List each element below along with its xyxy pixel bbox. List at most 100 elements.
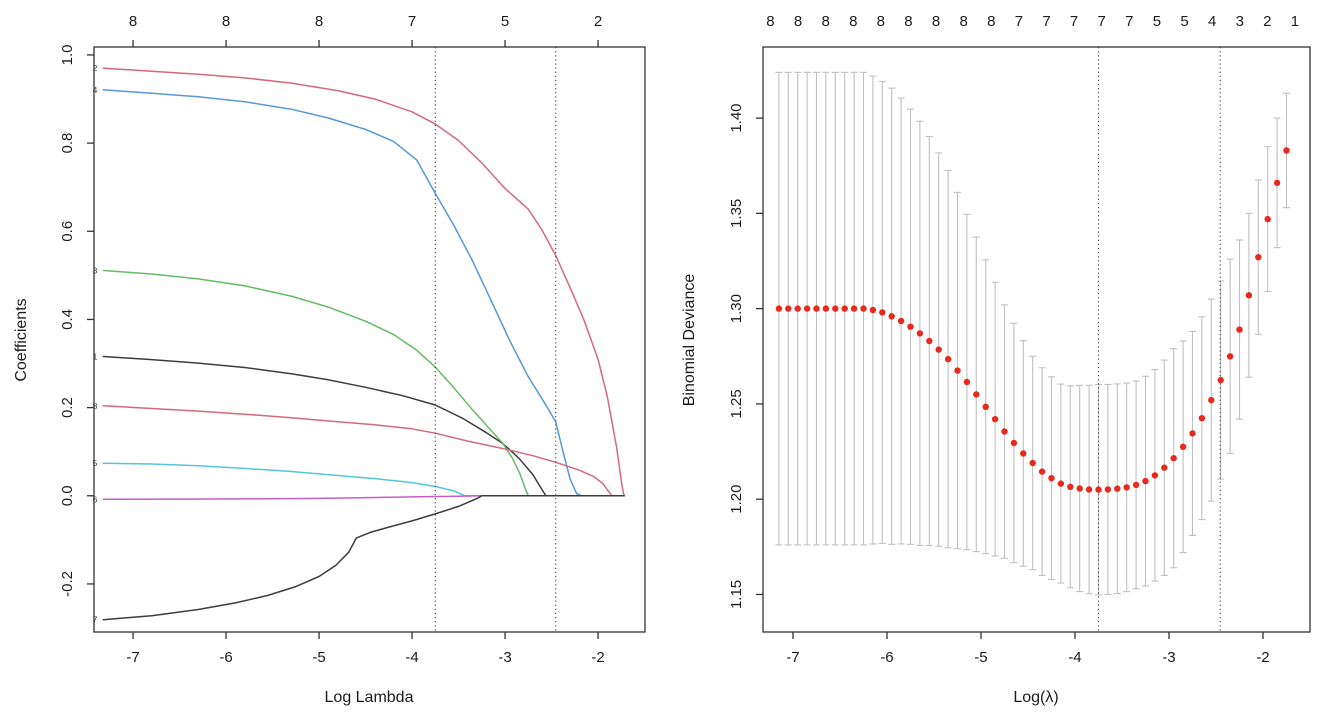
cv-point	[1104, 486, 1112, 493]
right-top-df-label: 8	[960, 13, 968, 30]
right-plot-border	[762, 46, 1311, 633]
cv-point	[1217, 376, 1224, 384]
right-x-tick-label: -4	[1068, 649, 1081, 666]
left-x-axis-title: Log Lambda	[325, 689, 414, 706]
right-y-tick-label: 1.20	[728, 485, 745, 514]
cv-point	[832, 305, 839, 312]
cv-deviance-plot: -7 -6 -5 -4 -3 -2 1.15 1.20 1.25 1.30 1.35 1.40 8 8 8 8…	[681, 13, 1311, 706]
cv-point	[1161, 464, 1168, 471]
right-top-df-label: 8	[904, 13, 912, 30]
right-top-df-label: 4	[1208, 13, 1216, 30]
cv-point	[1114, 485, 1121, 492]
cv-point	[1095, 486, 1102, 493]
coef-path-curve-7	[102, 495, 625, 621]
right-top-df-label: 8	[794, 13, 802, 30]
cv-point	[973, 391, 980, 398]
cv-point	[1010, 439, 1018, 447]
cv-point	[1198, 415, 1206, 422]
coef-path-curve-8	[102, 405, 625, 497]
cv-point	[1020, 450, 1027, 457]
cv-point	[926, 337, 933, 345]
coef-path-curve-4	[102, 89, 625, 497]
left-y-tick-label: 0.2	[59, 397, 76, 418]
right-y-tick-label: 1.40	[728, 103, 745, 132]
cv-point	[1132, 481, 1140, 489]
cv-point	[1151, 472, 1159, 479]
cv-point	[822, 305, 830, 312]
coef-curve-number-label: 3	[93, 266, 98, 276]
left-y-tick-label: 0.6	[59, 221, 76, 242]
cv-point	[1038, 468, 1046, 475]
cv-point	[897, 317, 905, 325]
cv-point	[813, 305, 820, 312]
left-top-df-label: 8	[129, 13, 137, 30]
cv-point	[954, 367, 961, 374]
right-top-df-label: 7	[1015, 13, 1023, 30]
right-x-axis-title: Log(λ)	[1013, 689, 1058, 706]
right-top-df-label: 2	[1263, 13, 1271, 30]
right-y-axis-title: Binomial Deviance	[681, 274, 698, 407]
cv-errorbars	[775, 71, 1290, 596]
cv-point	[963, 378, 971, 386]
cv-point	[785, 305, 792, 312]
right-y-tick-label: 1.35	[728, 199, 745, 228]
left-y-tick-label: 0.4	[59, 309, 76, 330]
cv-point	[907, 323, 914, 330]
cv-point	[1208, 396, 1215, 404]
left-x-tick-label: -6	[219, 649, 232, 666]
cv-point	[935, 346, 942, 353]
cv-point	[1255, 254, 1262, 261]
coefficient-path-plot: -7 -6 -5 -4 -3 -2 1.0 0.8 0.6 0.4 0.2 0.0 -0.2 8 8 8 7 5 2…	[13, 13, 646, 706]
cv-point	[879, 309, 886, 316]
cv-point	[1142, 477, 1149, 485]
coef-path-curve-2	[102, 67, 625, 497]
left-x-tick-label: -3	[498, 649, 511, 666]
cv-point	[794, 305, 801, 312]
coef-curve-number-label: 6	[93, 494, 98, 504]
cv-mean-points	[775, 147, 1290, 493]
left-y-tick-label: 1.0	[59, 45, 76, 66]
left-x-tick-label: -4	[405, 649, 418, 666]
cv-point	[1170, 455, 1177, 462]
coef-curve-number-label: 7	[93, 615, 98, 625]
right-x-tick-label: -7	[786, 649, 799, 666]
right-y-tick-label: 1.25	[728, 389, 745, 418]
right-top-df-label: 8	[932, 13, 940, 30]
left-x-tick-label: -2	[591, 649, 604, 666]
cv-point	[1085, 486, 1093, 493]
cv-point	[982, 403, 989, 410]
left-top-df-label: 7	[408, 13, 416, 30]
coef-curve-number-label: 2	[93, 63, 98, 73]
cv-point	[1179, 443, 1187, 450]
right-top-df-label: 1	[1291, 13, 1299, 30]
right-top-df-label: 8	[877, 13, 885, 30]
coefficient-path-plot-content: -7 -6 -5 -4 -3 -2 1.0 0.8 0.6 0.4 0.2 0.0 -0.2 8 8 8 7 5 2…	[59, 13, 646, 666]
right-x-tick-label: -3	[1162, 649, 1175, 666]
cv-point	[944, 355, 952, 363]
cv-point	[803, 305, 811, 312]
coef-curve-number-label: 4	[93, 85, 98, 95]
left-top-df-label: 8	[222, 13, 230, 30]
cv-point	[1057, 480, 1065, 487]
cv-point	[1123, 484, 1130, 491]
left-x-tick-label: -5	[312, 649, 325, 666]
left-y-tick-label: 0.0	[59, 485, 76, 506]
cv-point	[1245, 292, 1253, 299]
right-top-df-label: 8	[849, 13, 857, 30]
cv-point	[1076, 485, 1083, 492]
cv-point	[1048, 475, 1055, 482]
right-x-tick-label: -2	[1256, 649, 1269, 666]
cv-point	[1236, 326, 1243, 333]
right-y-tick-label: 1.15	[728, 580, 745, 609]
cv-point	[991, 416, 999, 423]
right-top-df-label: 7	[1042, 13, 1050, 30]
coef-curve-number-label: 5	[93, 458, 98, 468]
cv-point	[1067, 483, 1074, 490]
cv-point	[888, 313, 895, 320]
right-top-df-label: 7	[1098, 13, 1106, 30]
left-top-df-label: 8	[315, 13, 323, 30]
cv-deviance-plot-content: -7 -6 -5 -4 -3 -2 1.15 1.20 1.25 1.30 1.35 1.40 8 8 8 8…	[728, 13, 1311, 666]
coef-path-curve-5	[102, 462, 625, 497]
left-y-tick-label: 0.8	[59, 133, 76, 154]
